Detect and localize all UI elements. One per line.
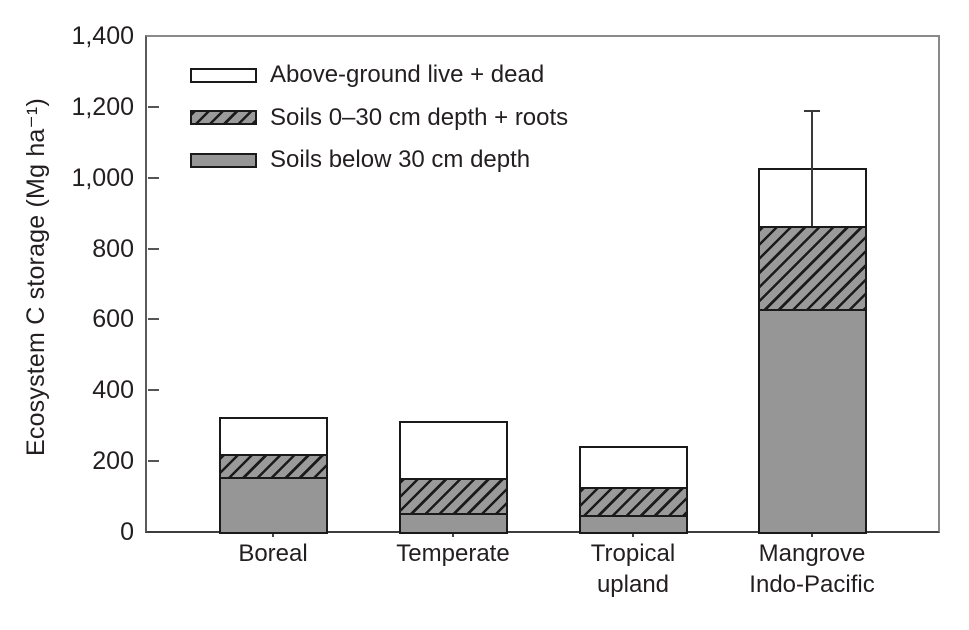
y-tick-mark-600 [148,318,159,321]
x-tick-mark-temperate [452,533,454,537]
x-category-label-mangrove-indo-pacific: Mangrove Indo-Pacific [702,538,922,600]
legend-swatch-soils-below-30-cm-depth [190,152,257,168]
y-tick-mark-1000 [148,176,159,179]
error-bar-line [811,111,813,226]
y-tick-label-200: 200 [92,447,134,476]
x-tick-mark-boreal [272,533,274,537]
y-tick-mark-400 [148,389,159,392]
legend-swatch-above-ground-live-dead [190,67,257,83]
bar-segment-tropical-upland-soils-0-30-cm-depth-roots [578,487,688,517]
x-category-label-line: Indo-Pacific [749,571,875,598]
bar-segment-tropical-upland-soils-below-30-cm-depth [578,514,688,534]
x-category-label-boreal: Boreal [163,538,383,569]
x-category-label-tropical-upland: Tropical upland [523,538,743,600]
bar-segment-tropical-upland-above-ground-live-dead [578,445,688,489]
bar-segment-mangrove-indo-pacific-soils-below-30-cm-depth [757,309,867,534]
bar-segment-temperate-soils-0-30-cm-depth-roots [398,477,508,515]
y-tick-mark-1200 [148,105,159,108]
bar-segment-mangrove-indo-pacific-soils-0-30-cm-depth-roots [757,225,867,312]
error-bar-cap [804,110,820,113]
x-tick-mark-mangrove-indo-pacific [811,533,813,537]
y-tick-mark-800 [148,247,159,250]
bar-segment-temperate-above-ground-live-dead [398,420,508,480]
y-tick-label-1400: 1,400 [71,22,134,50]
y-tick-mark-200 [148,460,159,463]
x-category-label-temperate: Temperate [343,538,563,569]
y-tick-label-1200: 1,200 [71,92,134,121]
x-category-label-line: upland [596,571,670,598]
x-category-label-line: Boreal [238,540,308,567]
legend-label-soils-0-30-cm-depth-roots: Soils 0–30 cm depth + roots [270,103,569,131]
x-category-label-line: Mangrove [758,540,866,567]
x-tick-mark-tropical-upland [632,533,634,537]
x-category-label-line: Temperate [396,540,510,567]
y-tick-label-0: 0 [120,518,134,546]
bar-segment-boreal-soils-below-30-cm-depth [218,476,328,534]
bar-segment-boreal-above-ground-live-dead [218,416,328,457]
y-tick-label-400: 400 [92,376,134,405]
y-tick-label-600: 600 [92,305,134,334]
legend-label-soils-below-30-cm-depth: Soils below 30 cm depth [270,146,531,173]
legend-swatch-soils-0-30-cm-depth-roots [190,110,257,125]
y-tick-label-800: 800 [92,234,134,263]
x-category-label-line: Tropical [590,540,676,567]
bar-segment-boreal-soils-0-30-cm-depth-roots [218,454,328,479]
legend-label-above-ground-live-dead: Above-ground live + dead [270,61,545,88]
bar-segment-temperate-soils-below-30-cm-depth [398,512,508,534]
y-tick-label-1000: 1,000 [71,163,134,192]
